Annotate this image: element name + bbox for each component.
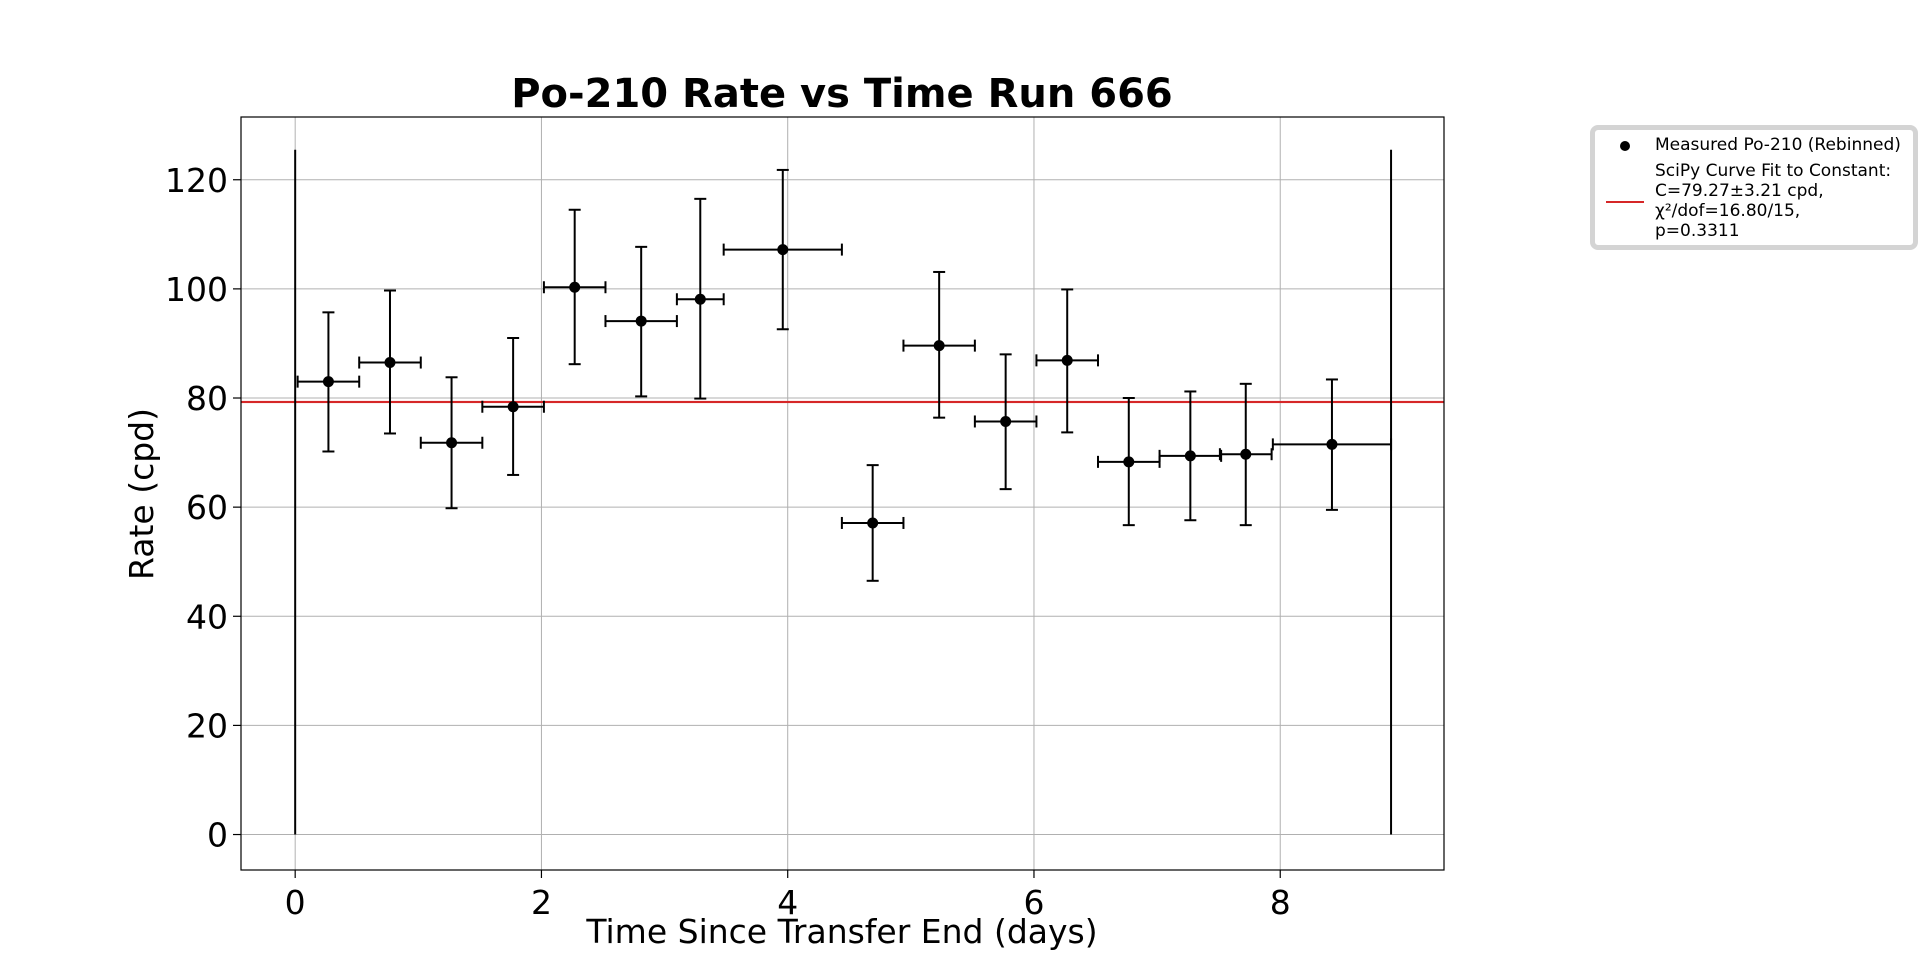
data-point-marker: [1240, 448, 1252, 460]
data-point: [722, 168, 843, 331]
x-tick-label: 0: [285, 883, 306, 922]
legend-marker-dot: [1620, 141, 1630, 151]
data-point: [973, 353, 1038, 491]
data-point-marker: [1184, 450, 1196, 462]
legend-fit-line-1: SciPy Curve Fit to Constant:: [1655, 161, 1892, 181]
data-point-marker: [569, 281, 581, 293]
legend-label-fit: SciPy Curve Fit to Constant: C=79.27±3.2…: [1655, 161, 1891, 241]
data-point: [296, 311, 361, 453]
data-point-marker: [1000, 415, 1012, 427]
x-tick-label: 8: [1270, 883, 1291, 922]
data-point-marker: [635, 315, 647, 327]
data-point-marker: [694, 293, 706, 305]
data-point: [1096, 397, 1161, 527]
data-point: [481, 336, 545, 476]
data-point-marker: [1326, 438, 1338, 450]
data-point: [1158, 390, 1223, 522]
legend-fit-line-4: p=0.3311: [1655, 221, 1740, 241]
x-tick-label: 4: [777, 883, 798, 922]
fit-line-group: [241, 400, 1444, 404]
data-point-marker: [777, 244, 789, 256]
grid: [241, 117, 1444, 870]
data-point: [1271, 378, 1393, 511]
data-point: [840, 464, 905, 582]
legend: Measured Po-210 (Rebinned) SciPy Curve F…: [1590, 125, 1918, 250]
data-point: [542, 208, 607, 366]
y-axis-label: Rate (cpd): [122, 408, 161, 580]
y-tick-label: 100: [165, 270, 228, 309]
y-tick-label: 60: [186, 488, 228, 527]
data-point-marker: [867, 517, 879, 529]
data-point: [902, 270, 976, 419]
chart-title: Po-210 Rate vs Time Run 666: [511, 71, 1173, 117]
vertical-lines: [294, 149, 1393, 835]
legend-marker-red-line: [1606, 201, 1644, 203]
x-tick-label: 6: [1023, 883, 1044, 922]
y-tick-label: 0: [207, 816, 228, 855]
x-axis-label: Time Since Transfer End (days): [585, 912, 1097, 951]
x-tick-label: 2: [531, 883, 552, 922]
legend-entry-fit: SciPy Curve Fit to Constant: C=79.27±3.2…: [1595, 161, 1891, 241]
legend-entry-measured: Measured Po-210 (Rebinned): [1595, 135, 1901, 155]
legend-label-measured: Measured Po-210 (Rebinned): [1655, 135, 1901, 155]
data-point: [675, 197, 725, 400]
legend-fit-line-3: χ²/dof=16.80/15,: [1655, 201, 1801, 221]
data-point: [1035, 288, 1099, 434]
y-tick-label: 120: [165, 161, 228, 200]
data-point-marker: [933, 340, 945, 352]
data-point-marker: [1061, 354, 1073, 366]
data-point-marker: [1123, 456, 1135, 468]
data-point: [604, 245, 678, 398]
data-point: [419, 376, 484, 510]
legend-fit-line-2: C=79.27±3.21 cpd,: [1655, 181, 1824, 201]
data-point-marker: [507, 401, 519, 413]
data-point-marker: [446, 437, 458, 449]
y-tick-label: 20: [186, 706, 228, 745]
y-tick-label: 40: [186, 597, 228, 636]
axes-frame: [240, 116, 1445, 871]
y-tick-label: 80: [186, 379, 228, 418]
data-point-marker: [322, 376, 334, 388]
data-point: [1218, 382, 1273, 527]
data-point-marker: [384, 357, 396, 369]
data-points: [296, 168, 1393, 582]
data-point: [358, 289, 422, 435]
